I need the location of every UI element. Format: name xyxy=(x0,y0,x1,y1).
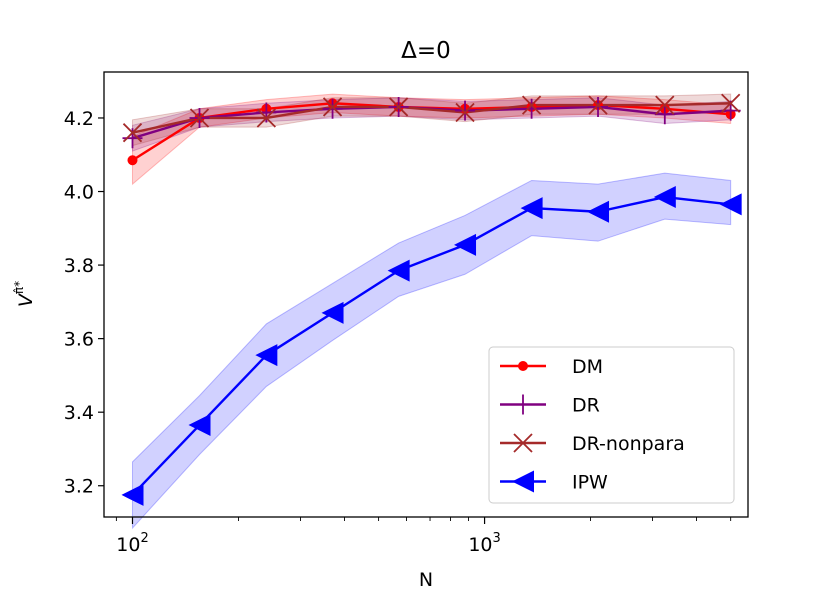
data-point xyxy=(455,100,476,121)
x-axis-label: N xyxy=(419,569,433,591)
data-point xyxy=(321,301,344,324)
legend-entry: DR-nonpara xyxy=(500,433,685,455)
y-axis-label-base: V xyxy=(15,292,37,307)
data-point xyxy=(521,95,542,115)
data-point xyxy=(121,483,144,506)
legend-label: DR-nonpara xyxy=(572,433,685,455)
y-axis-label-sup: π̂* xyxy=(12,281,26,294)
y-tick-label: 3.6 xyxy=(64,329,94,351)
data-point xyxy=(455,102,475,123)
data-point xyxy=(653,186,676,209)
series-lines xyxy=(131,102,731,496)
x-tick-label: 103 xyxy=(468,531,500,556)
data-point xyxy=(322,97,343,117)
data-point xyxy=(719,193,742,216)
y-tick-label: 3.4 xyxy=(64,402,94,424)
y-tick-label: 4.0 xyxy=(64,182,94,204)
data-point xyxy=(513,433,533,453)
confidence-band xyxy=(131,93,732,186)
data-point xyxy=(189,108,210,128)
data-point xyxy=(255,344,278,367)
series-line xyxy=(131,195,731,496)
y-axis: 3.2 3.4 3.6 3.8 4.0 4.2 xyxy=(64,108,104,498)
legend-entry: IPW xyxy=(500,470,608,494)
x-tick-base: 10 xyxy=(468,534,492,556)
legend-entry: DR xyxy=(500,394,600,417)
legend-label: IPW xyxy=(572,472,608,494)
data-point xyxy=(654,104,675,125)
confidence-band xyxy=(131,172,732,530)
x-tick-exponent: 2 xyxy=(140,531,148,546)
legend-label: DR xyxy=(572,395,600,417)
data-point xyxy=(520,197,543,220)
data-point xyxy=(521,98,542,119)
data-point xyxy=(588,95,608,115)
data-point xyxy=(587,200,610,223)
legend: DM DR DR-nonpara IPW xyxy=(488,346,735,504)
data-point xyxy=(513,394,533,415)
data-point xyxy=(388,97,409,117)
x-axis: 102 103 xyxy=(115,517,732,556)
x-tick-label: 102 xyxy=(116,531,148,556)
y-tick-label: 4.2 xyxy=(64,108,94,130)
data-point xyxy=(721,93,741,113)
data-point xyxy=(387,259,410,282)
data-point xyxy=(588,96,609,117)
data-point xyxy=(655,95,675,115)
data-point xyxy=(322,98,343,119)
x-tick-base: 10 xyxy=(116,534,140,556)
plot-frame xyxy=(103,71,749,518)
y-axis-label: Vπ̂* xyxy=(12,281,37,307)
legend-label: DM xyxy=(572,356,603,378)
data-point xyxy=(122,123,143,143)
data-point xyxy=(512,470,534,493)
data-point xyxy=(454,233,477,256)
series-line xyxy=(132,102,731,134)
data-point xyxy=(127,155,138,166)
y-tick-label: 3.2 xyxy=(64,476,94,498)
chart-title: Δ=0 xyxy=(401,38,451,64)
x-tick-exponent: 3 xyxy=(493,531,501,546)
data-point xyxy=(188,414,211,437)
legend-entry: DM xyxy=(500,356,603,378)
y-tick-label: 3.8 xyxy=(64,255,94,277)
data-point xyxy=(256,108,276,128)
data-point xyxy=(518,361,528,371)
legend-box xyxy=(488,346,735,504)
series-markers xyxy=(121,93,742,506)
